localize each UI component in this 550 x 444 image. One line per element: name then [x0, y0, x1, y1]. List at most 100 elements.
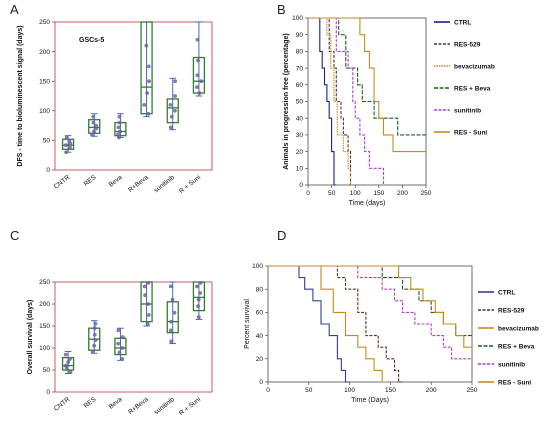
y-axis-label: DFS - time to bioluminescent signal (day… — [17, 25, 24, 166]
category-label: CNTR — [53, 396, 72, 413]
y-tick-label: 0 — [46, 167, 50, 174]
data-point — [64, 135, 69, 140]
data-point — [146, 280, 151, 285]
y-tick-label: 0 — [259, 379, 263, 386]
data-point — [198, 291, 203, 295]
legend-label: RES - Suni — [498, 379, 531, 386]
x-tick-label: 0 — [266, 387, 270, 394]
y-tick-label: 100 — [292, 15, 303, 22]
data-point — [120, 346, 125, 350]
chart-d-percent-survival: 0 50 100 150 200 250 0 20 40 60 80 100 CTRL RES-529 be… — [244, 263, 539, 404]
data-point — [92, 326, 97, 331]
data-point — [90, 349, 95, 354]
y-tick-label: 250 — [39, 279, 50, 286]
y-tick-label: 10 — [296, 166, 304, 173]
x-tick-label: 250 — [421, 190, 432, 197]
y-tick-label: 50 — [43, 138, 51, 145]
legend-label: bevacizumab — [454, 63, 495, 70]
data-point — [168, 284, 173, 289]
box-cntr — [61, 357, 75, 371]
data-point — [90, 132, 94, 137]
series-line-sunitinib — [308, 17, 385, 185]
data-point — [168, 125, 173, 130]
y-tick-label: 80 — [256, 286, 264, 293]
y-tick-label: 60 — [256, 310, 264, 317]
data-point — [145, 91, 150, 95]
data-point — [168, 328, 173, 333]
data-point — [118, 129, 123, 134]
plot-frame — [54, 281, 213, 393]
data-point — [92, 129, 96, 134]
x-tick-label: 200 — [397, 190, 408, 197]
box-beva — [114, 337, 127, 356]
legend-label: sunitinib — [498, 361, 525, 368]
y-tick-label: 150 — [39, 78, 50, 85]
box-r-beva — [140, 281, 153, 323]
data-point — [120, 335, 125, 339]
chart-title: GSCs-5 — [79, 37, 104, 44]
data-point — [195, 37, 200, 42]
data-point — [94, 123, 98, 128]
data-point — [91, 120, 96, 125]
data-point — [146, 302, 151, 306]
data-point — [195, 73, 200, 78]
series-line-res-529 — [308, 17, 353, 186]
data-point — [196, 315, 201, 320]
data-point — [92, 332, 97, 337]
data-point — [91, 114, 96, 119]
series-line-res-beva — [308, 17, 426, 136]
x-tick-label: 50 — [305, 387, 313, 394]
data-point — [168, 102, 173, 107]
data-point — [63, 363, 68, 368]
y-tick-label: 200 — [39, 49, 50, 56]
data-point — [68, 141, 73, 146]
data-point — [173, 79, 178, 84]
series-line-ctrl — [268, 265, 350, 383]
data-point — [66, 360, 71, 364]
panel-letter-a: A — [10, 2, 19, 17]
y-tick-label: 90 — [296, 32, 304, 39]
box-sunitinib — [166, 301, 179, 334]
category-label: Beva — [108, 174, 124, 189]
chart-c-overall-survival-boxplot: 0 50 100 150 200 250 CNTR RES Beva R+Beva sunitini… — [27, 279, 213, 417]
data-point — [194, 284, 199, 289]
plot-frame — [307, 17, 427, 186]
y-tick-label: 50 — [296, 99, 304, 106]
legend-label: RES-529 — [454, 41, 481, 48]
y-tick-label: 20 — [256, 356, 264, 363]
x-tick-label: 200 — [426, 387, 437, 394]
data-point — [170, 297, 175, 302]
data-point — [143, 293, 148, 298]
category-label: RES — [83, 174, 98, 188]
y-tick-label: 70 — [296, 65, 304, 72]
data-point — [199, 79, 204, 84]
series-line-res-529 — [268, 265, 403, 383]
data-point — [63, 143, 68, 148]
x-tick-label: 150 — [385, 387, 396, 394]
panel-letter-b: B — [277, 2, 286, 17]
y-tick-label: 30 — [296, 132, 304, 139]
data-point — [147, 79, 151, 84]
data-point — [117, 350, 122, 355]
legend-label: RES + Beva — [498, 343, 535, 350]
category-label: R + Suni — [178, 396, 202, 417]
data-point — [117, 135, 121, 140]
data-point — [196, 58, 200, 63]
series-line-ctrl — [308, 17, 337, 186]
legend-label: CTRL — [454, 19, 471, 26]
plot-frame — [267, 265, 473, 383]
y-tick-label: 150 — [39, 323, 50, 330]
data-point — [116, 341, 121, 346]
y-tick-label: 0 — [299, 182, 303, 189]
legend-label: RES + Beva — [454, 85, 491, 92]
y-axis-label: Overall survival (days) — [27, 300, 34, 375]
x-axis-label: Time (Days) — [351, 397, 389, 404]
data-point — [144, 43, 149, 48]
data-point — [116, 125, 121, 130]
legend-label: CTRL — [498, 289, 515, 296]
y-tick-label: 60 — [296, 82, 304, 89]
data-point — [146, 64, 151, 69]
y-tick-label: 0 — [46, 389, 50, 396]
y-tick-label: 200 — [39, 301, 50, 308]
